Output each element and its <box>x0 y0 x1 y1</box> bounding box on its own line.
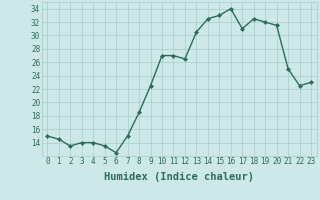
X-axis label: Humidex (Indice chaleur): Humidex (Indice chaleur) <box>104 172 254 182</box>
